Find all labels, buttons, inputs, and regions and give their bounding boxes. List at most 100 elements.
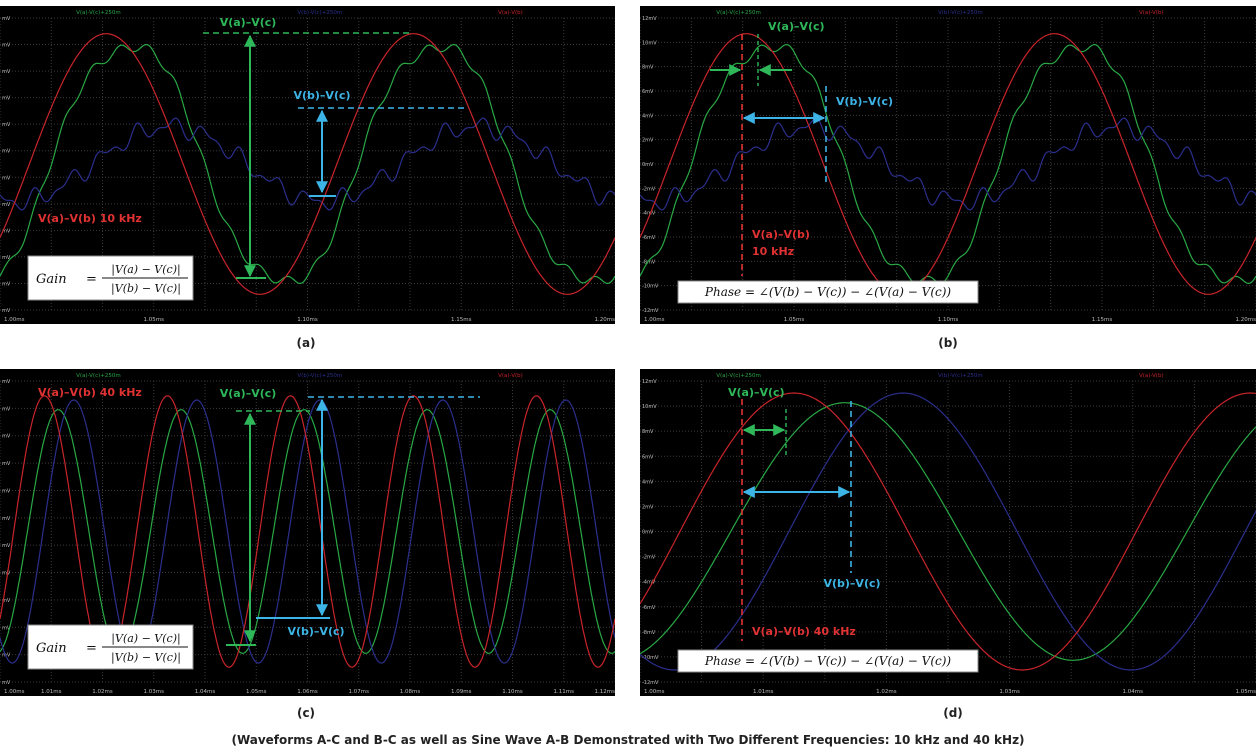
- y-tick-label: 0mV: [642, 530, 654, 536]
- y-tick-label: mV: [2, 571, 11, 577]
- chart-panel-b: 12mV 10mV 8mV 6mV 4mV 2mV 0mV -2mV -4mV -6mV -8mV -…: [640, 6, 1256, 324]
- x-tick-label: 1.00ms: [4, 317, 25, 323]
- y-tick-label: -10mV: [642, 655, 659, 661]
- panel-label-c: (c): [296, 706, 316, 720]
- x-tick-label: 1.05ms: [144, 317, 165, 323]
- x-tick-label: 1.01ms: [41, 689, 62, 695]
- y-tick-label: 8mV: [642, 429, 654, 435]
- y-tick-label: mV: [2, 16, 11, 22]
- y-tick-label: mV: [2, 461, 11, 467]
- y-tick-label: mV: [2, 175, 11, 181]
- series-line-blue: [640, 117, 1256, 211]
- x-tick-label: 1.20ms: [595, 317, 615, 323]
- x-tick-label: 1.04ms: [1123, 689, 1144, 695]
- panel-label-d: (d): [943, 706, 963, 720]
- series-line-red: [0, 33, 615, 295]
- y-tick-label: mV: [2, 96, 11, 102]
- annotation-cyan-label: V(b)–V(c): [293, 89, 350, 102]
- x-tick-label: 1.04ms: [195, 689, 216, 695]
- chart-panel-d: 12mV 10mV 8mV 6mV 4mV 2mV 0mV -2mV -4mV -6mV -8mV -…: [640, 369, 1256, 696]
- legend-entry: V(a)-V(c)+250m: [716, 10, 761, 16]
- legend-entry: V(a)-V(b): [498, 373, 523, 379]
- x-tick-label: 1.03ms: [999, 689, 1020, 695]
- y-tick-label: -6mV: [642, 605, 656, 611]
- x-tick-label: 1.00ms: [4, 689, 25, 695]
- chart-a-svg: mV mV mV mV mV mV mV mV mV mV mV mV 1.00ms 1.05ms 1.10…: [0, 10, 615, 323]
- chart-c-svg: mV mV mV mV mV mV mV mV mV mV mV mV 1.00ms 1.01ms 1.02…: [0, 373, 615, 695]
- y-tick-label: 12mV: [642, 16, 657, 22]
- x-tick-label: 1.10ms: [297, 317, 318, 323]
- y-tick-label: 6mV: [642, 454, 654, 460]
- annotation-red-label: V(a)–V(b) 10 kHz: [38, 212, 142, 225]
- y-tick-label: mV: [2, 308, 11, 314]
- x-tick-label: 1.15ms: [451, 317, 472, 323]
- panel-label-b: (b): [938, 336, 958, 350]
- formula-numerator: |V(a) − V(c)|: [111, 632, 180, 646]
- y-tick-label: mV: [2, 488, 11, 494]
- annotation-red-label-1: V(a)–V(b): [752, 228, 810, 241]
- x-tick-label: 1.20ms: [1236, 317, 1256, 323]
- y-tick-label: 0mV: [642, 162, 654, 168]
- y-tick-label: 10mV: [642, 40, 657, 46]
- y-tick-label: 12mV: [642, 379, 657, 385]
- legend-entry: V(a)-V(b): [498, 10, 523, 16]
- y-tick-label: -8mV: [642, 259, 656, 265]
- annotation-cyan-label: V(b)–V(c): [823, 577, 880, 590]
- legend-entry: V(a)-V(c)+250m: [76, 373, 121, 379]
- formula-denominator: |V(b) − V(c)|: [111, 282, 181, 296]
- formula-denominator: |V(b) − V(c)|: [111, 651, 181, 665]
- chart-panel-c: mV mV mV mV mV mV mV mV mV mV mV mV 1.00ms 1.01ms 1.02…: [0, 369, 615, 696]
- annotation-green-label: V(a)–V(c): [220, 387, 277, 400]
- y-tick-label: mV: [2, 43, 11, 49]
- y-tick-label: -10mV: [642, 284, 659, 290]
- y-tick-label: mV: [2, 379, 11, 385]
- series-line-green: [0, 44, 615, 284]
- legend-entry: V(a)-V(b): [1139, 373, 1164, 379]
- y-tick-label: -12mV: [642, 308, 659, 314]
- x-tick-label: 1.05ms: [246, 689, 267, 695]
- chart-b-svg: 12mV 10mV 8mV 6mV 4mV 2mV 0mV -2mV -4mV -6mV -8mV -…: [640, 10, 1256, 323]
- x-tick-label: 1.12ms: [595, 689, 615, 695]
- y-tick-label: 2mV: [642, 138, 654, 144]
- y-tick-label: mV: [2, 598, 11, 604]
- formula-text: Phase = ∠(V(b) − V(c)) − ∠(V(a) − V(c)): [704, 285, 952, 299]
- y-tick-label: mV: [2, 434, 11, 440]
- formula-numerator: |V(a) − V(c)|: [111, 263, 180, 277]
- y-tick-label: -4mV: [642, 580, 656, 586]
- chart-d-svg: 12mV 10mV 8mV 6mV 4mV 2mV 0mV -2mV -4mV -6mV -8mV -…: [640, 373, 1256, 695]
- x-tick-label: 1.02ms: [92, 689, 113, 695]
- annotation-green-label: V(a)–V(c): [220, 16, 277, 29]
- x-tick-label: 1.05ms: [784, 317, 805, 323]
- x-tick-label: 1.10ms: [938, 317, 959, 323]
- y-tick-label: 4mV: [642, 113, 654, 119]
- annotation-green-label: V(a)–V(c): [728, 386, 785, 399]
- y-tick-label: mV: [2, 228, 11, 234]
- annotation-cyan-label: V(b)–V(c): [287, 625, 344, 638]
- series-line-green: [640, 44, 1256, 284]
- legend-entry: V(a)-V(b): [1139, 10, 1164, 16]
- y-tick-label: mV: [2, 255, 11, 261]
- annotation-red-label: V(a)–V(b) 40 kHz: [752, 625, 856, 638]
- series-line-red: [640, 392, 1256, 671]
- formula-equals: =: [86, 641, 97, 656]
- formula-text: Phase = ∠(V(b) − V(c)) − ∠(V(a) − V(c)): [704, 654, 952, 668]
- y-tick-label: -2mV: [642, 555, 656, 561]
- y-tick-label: mV: [2, 149, 11, 155]
- annotation-red-label: V(a)–V(b) 40 kHz: [38, 386, 142, 399]
- y-tick-label: mV: [2, 625, 11, 631]
- x-tick-label: 1.07ms: [349, 689, 370, 695]
- figure-caption: (Waveforms A-C and B-C as well as Sine W…: [231, 733, 1025, 747]
- legend-entry: V(b)-V(c)+250m: [297, 10, 342, 16]
- y-tick-label: -2mV: [642, 186, 656, 192]
- y-tick-label: mV: [2, 69, 11, 75]
- annotation-red-label-2: 10 kHz: [752, 245, 794, 258]
- y-tick-label: mV: [2, 281, 11, 287]
- legend-entry: V(a)-V(c)+250m: [76, 10, 121, 16]
- y-tick-label: 2mV: [642, 504, 654, 510]
- y-tick-label: 8mV: [642, 65, 654, 71]
- x-tick-label: 1.02ms: [876, 689, 897, 695]
- x-tick-label: 1.09ms: [451, 689, 472, 695]
- formula-equals: =: [86, 272, 97, 287]
- chart-panel-a: mV mV mV mV mV mV mV mV mV mV mV mV 1.00ms 1.05ms 1.10…: [0, 6, 615, 324]
- y-tick-label: -4mV: [642, 211, 656, 217]
